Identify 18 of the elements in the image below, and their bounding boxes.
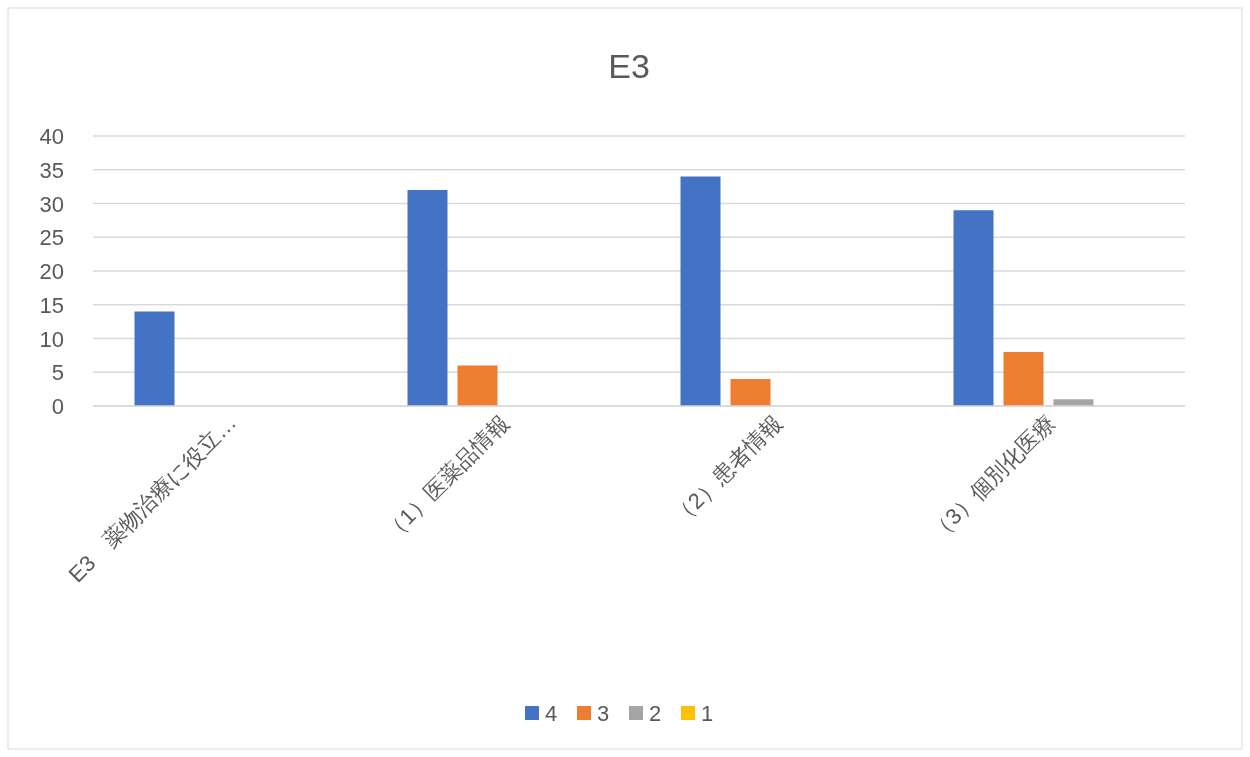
ytick: 35: [39, 157, 64, 183]
title: E3: [608, 47, 650, 85]
ytick: 5: [51, 360, 64, 386]
ytick: 15: [39, 292, 64, 318]
ytick: 25: [39, 225, 64, 251]
ytick: 40: [39, 124, 64, 149]
legend-label: 2: [649, 701, 662, 726]
xtick: （2）患者情報: [667, 409, 788, 530]
ytick: 0: [51, 394, 64, 419]
xtick: E3 薬物治療に役立…: [63, 409, 242, 588]
xtick: （1）医薬品情報: [378, 409, 515, 546]
ytick: 20: [39, 259, 64, 284]
legend-label: 4: [545, 701, 558, 726]
legend-label: 3: [597, 701, 610, 726]
ytick: 10: [39, 326, 64, 352]
ytick: 30: [39, 191, 64, 217]
legend-label: 1: [701, 701, 714, 726]
xtick: （3）個別化医療: [924, 409, 1061, 546]
